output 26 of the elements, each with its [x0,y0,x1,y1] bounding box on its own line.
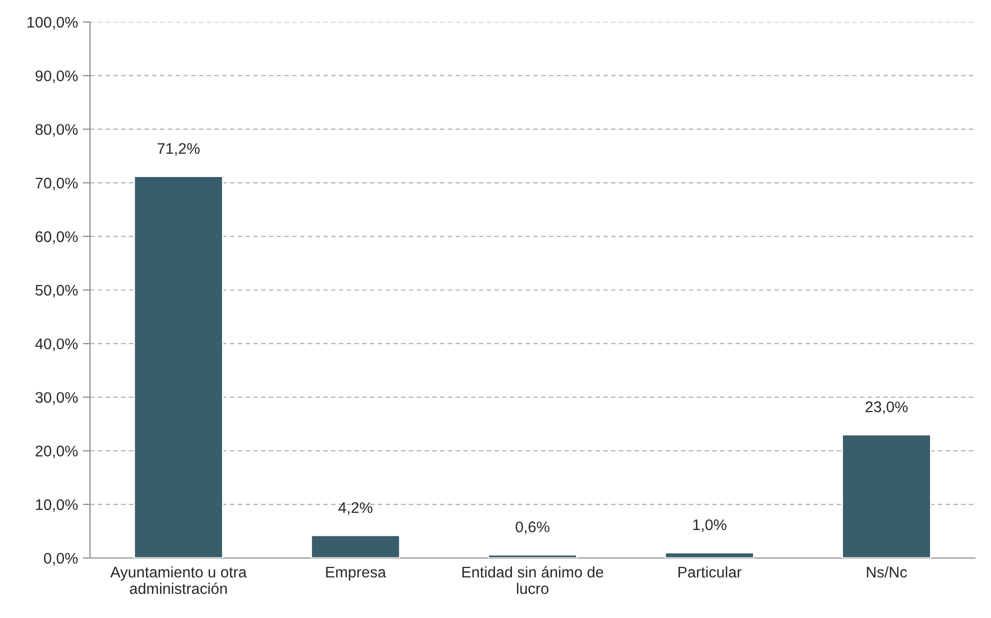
data-label: 0,6% [516,522,550,534]
y-tick-label: 10,0% [36,499,78,512]
y-tick-label: 20,0% [36,446,78,458]
y-tick-label: 90,0% [36,70,78,84]
y-tick-label: 0,0% [44,552,78,566]
y-tick-label: 40,0% [35,338,78,352]
bar [134,176,224,558]
bar [488,554,578,558]
y-tick-label: 70,0% [36,178,78,190]
bar [664,552,754,558]
y-tick-label: 50,0% [35,284,78,298]
y-tick-label: 60,0% [36,231,78,244]
data-label: 71,2% [158,143,200,156]
bar [310,534,400,558]
x-tick-label: Empresa [326,566,386,581]
x-tick-label: Ns/Nc [866,566,907,578]
y-tick-label: 100,0% [28,16,78,30]
data-label: 4,2% [338,502,372,515]
y-tick-label: 30,0% [35,392,78,405]
data-label: 1,0% [693,519,726,532]
data-label: 23,0% [866,401,908,414]
x-tick-label: Ayuntamiento u otra administración [110,566,247,594]
bar [842,434,932,558]
x-tick-label: Particular [678,566,742,578]
y-tick-label: 80,0% [36,124,78,137]
x-tick-label: Entidad sin ánimo de lucro [462,566,604,594]
